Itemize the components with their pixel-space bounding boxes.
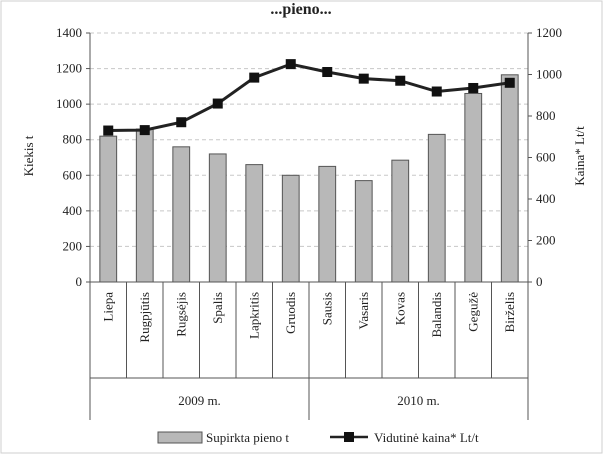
line-point bbox=[468, 82, 479, 93]
y-axis-title: Kiekis t bbox=[21, 135, 36, 176]
year-group-label: 2009 m. bbox=[178, 393, 221, 408]
y-tick-label: 200 bbox=[63, 238, 83, 253]
left-axis-ticks: 0 200 400 600 800 1000 1200 1400 bbox=[56, 25, 82, 289]
y-tick-label: 800 bbox=[63, 132, 83, 147]
category-label: Gruodis bbox=[283, 292, 298, 334]
category-label: Balandis bbox=[429, 292, 444, 338]
bar-series bbox=[99, 74, 519, 283]
y2-axis-title: Kaina* Lt/t bbox=[572, 126, 587, 186]
category-label: Sausis bbox=[319, 292, 334, 325]
category-label: Birželis bbox=[502, 292, 517, 332]
category-label: Rugsėjis bbox=[173, 292, 188, 337]
year-group-label: 2010 m. bbox=[397, 393, 440, 408]
y-tick-label: 400 bbox=[63, 203, 83, 218]
y2-tick-label: 200 bbox=[536, 233, 556, 248]
bar bbox=[391, 159, 410, 283]
category-label: Vasaris bbox=[356, 292, 371, 330]
line-point bbox=[322, 67, 333, 78]
bar bbox=[464, 92, 483, 283]
line-point bbox=[285, 59, 296, 70]
line-point bbox=[504, 77, 515, 88]
right-axis-ticks: 0 200 400 600 800 1000 1200 bbox=[536, 25, 562, 289]
category-label: Spalis bbox=[210, 292, 225, 324]
y2-tick-label: 800 bbox=[536, 108, 556, 123]
bar bbox=[318, 165, 337, 283]
bar bbox=[281, 174, 300, 283]
line-point bbox=[212, 98, 223, 109]
category-label: Rugpjūtis bbox=[137, 292, 152, 343]
legend: Supirkta pieno t Vidutinė kaina* Lt/t bbox=[157, 430, 479, 445]
category-label: Kovas bbox=[392, 292, 407, 325]
y-tick-label: 1000 bbox=[56, 96, 82, 111]
line-point bbox=[431, 86, 442, 97]
bar bbox=[245, 164, 264, 283]
y2-tick-label: 0 bbox=[536, 274, 543, 289]
year-groups: 2009 m. 2010 m. bbox=[178, 393, 440, 408]
axes bbox=[86, 32, 532, 420]
y-tick-label: 1400 bbox=[56, 25, 82, 40]
line-point bbox=[395, 75, 406, 86]
category-label: Gegužė bbox=[465, 292, 480, 332]
bar bbox=[427, 133, 446, 283]
price-line bbox=[108, 62, 510, 133]
line-point bbox=[176, 117, 187, 128]
legend-line-marker bbox=[344, 432, 354, 442]
y2-tick-label: 600 bbox=[536, 150, 556, 165]
bar bbox=[99, 135, 118, 283]
legend-line-label: Vidutinė kaina* Lt/t bbox=[374, 430, 479, 445]
bar bbox=[208, 153, 227, 283]
line-series bbox=[103, 59, 515, 136]
y2-tick-label: 400 bbox=[536, 191, 556, 206]
y-tick-label: 600 bbox=[63, 167, 83, 182]
bar bbox=[354, 180, 373, 283]
y2-tick-label: 1200 bbox=[536, 25, 562, 40]
legend-bar-label: Supirkta pieno t bbox=[206, 430, 289, 445]
line-point bbox=[249, 72, 260, 83]
line-point bbox=[103, 125, 114, 136]
line-point bbox=[139, 125, 150, 136]
y-tick-label: 0 bbox=[76, 274, 83, 289]
bar bbox=[500, 74, 519, 283]
bar bbox=[135, 128, 154, 283]
line-point bbox=[358, 73, 369, 84]
category-label: Lapkritis bbox=[246, 292, 261, 339]
y-tick-label: 1200 bbox=[56, 61, 82, 76]
category-labels: Liepa Rugpjūtis Rugsėjis Spalis Lapkritis Gru… bbox=[100, 292, 517, 343]
bar bbox=[172, 146, 191, 283]
legend-bar-swatch bbox=[157, 431, 203, 444]
chart-title: ...pieno... bbox=[270, 1, 331, 18]
category-label: Liepa bbox=[100, 292, 115, 322]
y2-tick-label: 1000 bbox=[536, 67, 562, 82]
